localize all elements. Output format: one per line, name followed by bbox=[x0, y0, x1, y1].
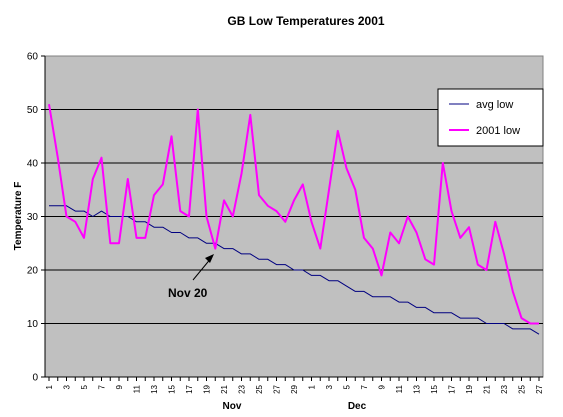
x-tick-label: 19 bbox=[203, 384, 212, 393]
x-tick-label: 25 bbox=[518, 384, 527, 393]
y-tick-label: 10 bbox=[27, 319, 39, 330]
annotation-label: Nov 20 bbox=[168, 286, 208, 300]
x-tick-label: 27 bbox=[535, 384, 544, 393]
month-label-nov: Nov bbox=[223, 401, 242, 412]
annotation: Nov 20 bbox=[168, 254, 214, 300]
x-tick-label: 11 bbox=[133, 384, 142, 393]
x-tick-label: 23 bbox=[500, 384, 509, 393]
x-tick-label: 5 bbox=[343, 384, 352, 389]
series-line-avg-low bbox=[49, 205, 540, 335]
y-tick-label: 30 bbox=[27, 212, 39, 223]
y-tick-label: 20 bbox=[27, 266, 39, 277]
x-tick-label: 13 bbox=[413, 384, 422, 393]
x-tick-label: 9 bbox=[378, 384, 387, 389]
x-tick-label: 27 bbox=[273, 384, 282, 393]
x-tick-label: 3 bbox=[325, 384, 334, 389]
x-tick-label: 17 bbox=[448, 384, 457, 393]
x-tick-label: 1 bbox=[45, 384, 54, 389]
x-axis-ticks: 1 3 5 7 9 11 13 15 17 19 21 23 25 27 29 1 3 5 7 9 11 13 15 17 19… bbox=[45, 377, 544, 394]
y-tick-label: 0 bbox=[32, 373, 38, 384]
x-tick-label: 13 bbox=[150, 384, 159, 393]
series-line-2001-low bbox=[48, 104, 539, 325]
x-tick-label: 3 bbox=[63, 384, 72, 389]
y-tick-label: 40 bbox=[27, 159, 39, 170]
x-tick-label: 15 bbox=[430, 384, 439, 393]
annotation-arrowhead bbox=[205, 254, 214, 263]
chart-title: GB Low Temperatures 2001 bbox=[227, 14, 384, 28]
x-tick-label: 29 bbox=[290, 384, 299, 393]
x-tick-label: 15 bbox=[168, 384, 177, 393]
x-tick-label: 23 bbox=[238, 384, 247, 393]
y-axis-label: Temperature F bbox=[13, 182, 24, 251]
series-lines bbox=[48, 104, 540, 335]
x-tick-label: 17 bbox=[185, 384, 194, 393]
x-tick-label: 7 bbox=[98, 384, 107, 389]
month-label-dec: Dec bbox=[348, 401, 367, 412]
legend-box bbox=[437, 88, 544, 147]
x-tick-label: 25 bbox=[255, 384, 264, 393]
x-tick-label: 19 bbox=[465, 384, 474, 393]
legend-label-avg-low: avg low bbox=[476, 99, 513, 111]
x-tick-label: 21 bbox=[483, 384, 492, 393]
x-tick-label: 9 bbox=[115, 384, 124, 389]
y-tick-label: 50 bbox=[27, 105, 39, 116]
x-tick-label: 11 bbox=[395, 384, 404, 393]
y-tick-label: 60 bbox=[27, 52, 39, 63]
x-tick-label: 7 bbox=[360, 384, 369, 389]
x-tick-label: 1 bbox=[308, 384, 317, 389]
x-tick-label: 21 bbox=[220, 384, 229, 393]
legend: avg low 2001 low bbox=[437, 88, 544, 147]
x-tick-label: 5 bbox=[80, 384, 89, 389]
legend-label-2001-low: 2001 low bbox=[476, 125, 520, 137]
